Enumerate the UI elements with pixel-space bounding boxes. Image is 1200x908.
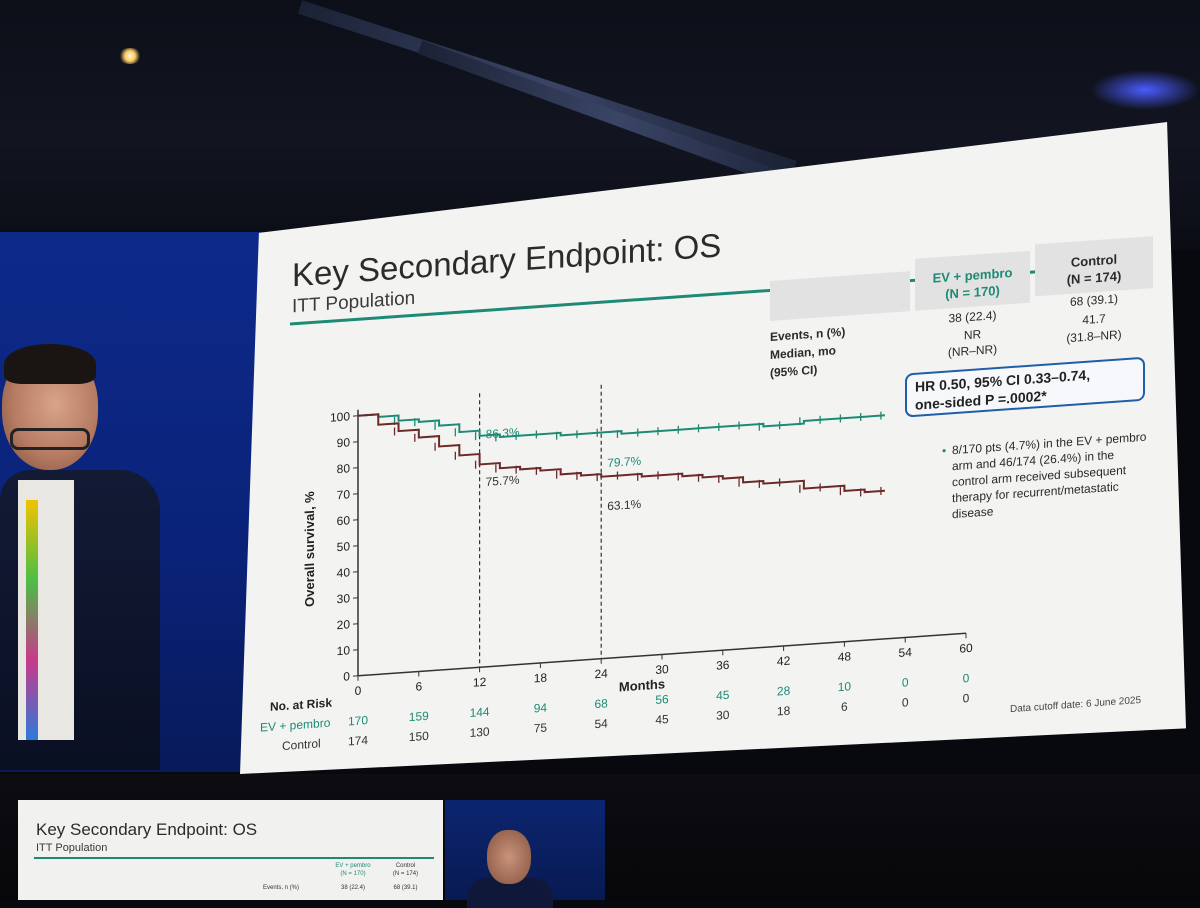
mini-events-ev: 38 (22.4) [328, 884, 378, 892]
risk-row-value: 0 [893, 693, 917, 713]
y-tick-label: 10 [337, 643, 351, 658]
risk-row-value: 0 [954, 688, 978, 708]
risk-row-value: 18 [772, 701, 796, 721]
mini-col-ev: EV + pembro (N = 170) [328, 862, 378, 878]
risk-row-value: 10 [832, 677, 856, 697]
y-tick-label: 60 [337, 513, 351, 528]
mini-title-rule [34, 857, 434, 859]
risk-row-label: Control [282, 734, 321, 755]
mini-col-control: Control (N = 174) [383, 862, 428, 878]
confidence-monitor-video [445, 800, 605, 900]
risk-row-value: 6 [832, 697, 856, 717]
mini-col-ev-label: EV + pembro [328, 862, 378, 870]
mini-events-label: Events, n (%) [263, 884, 323, 892]
y-tick-label: 0 [343, 669, 350, 683]
risk-row-value: 0 [893, 673, 917, 693]
confidence-monitor-slide: Key Secondary Endpoint: OS ITT Populatio… [18, 800, 443, 900]
y-tick-label: 70 [337, 487, 351, 502]
y-axis-title: Overall survival, % [302, 490, 317, 607]
x-tick-label: 54 [899, 645, 913, 660]
risk-row-value: 54 [589, 714, 613, 734]
speaker-lanyard [26, 500, 38, 740]
x-tick-label: 42 [777, 654, 791, 669]
ev-pembro-survival-curve [358, 379, 885, 455]
x-tick-label: 0 [355, 684, 362, 698]
risk-row-value: 75 [528, 718, 552, 738]
risk-row-value: 150 [407, 727, 431, 747]
main-projection-screen: Key Secondary Endpoint: OS ITT Populatio… [240, 122, 1186, 774]
survival-annotation: 86.3% [486, 425, 520, 441]
y-tick-label: 90 [337, 435, 351, 450]
y-tick-label: 20 [337, 617, 351, 632]
risk-row-value: 30 [711, 705, 735, 725]
risk-row-value: 68 [589, 694, 613, 714]
survival-annotation: 75.7% [486, 473, 520, 489]
risk-row-value: 45 [711, 685, 735, 705]
survival-annotation: 63.1% [607, 497, 641, 513]
mini-slide-title: Key Secondary Endpoint: OS [36, 820, 257, 840]
survival-annotation: 79.7% [607, 454, 641, 470]
x-tick-label: 18 [534, 671, 548, 686]
speaker-glasses [10, 428, 90, 450]
risk-row-value: 174 [346, 731, 370, 751]
speaker-video [0, 330, 200, 760]
risk-row-value: 144 [468, 702, 492, 722]
risk-row-value: 56 [650, 690, 674, 710]
y-tick-label: 80 [337, 461, 351, 476]
x-tick-label: 48 [838, 649, 852, 664]
y-tick-label: 40 [337, 565, 351, 580]
mini-events-control: 68 (39.1) [383, 884, 428, 892]
risk-row-value: 94 [528, 698, 552, 718]
mini-col-control-label: Control [383, 862, 428, 870]
x-tick-label: 6 [415, 679, 422, 693]
mini-speaker-head [487, 830, 531, 884]
x-tick-label: 12 [473, 675, 487, 690]
y-tick-label: 30 [337, 591, 351, 606]
mini-col-ev-n: (N = 170) [328, 870, 378, 878]
y-tick-label: 50 [337, 539, 351, 554]
risk-row-value: 0 [954, 668, 978, 688]
x-tick-label: 60 [959, 641, 973, 656]
y-tick-label: 100 [330, 409, 350, 424]
mini-col-control-n: (N = 174) [383, 870, 428, 878]
stage-blue-light [1090, 70, 1200, 110]
risk-row-value: 130 [468, 722, 492, 742]
ceiling-light [118, 48, 142, 64]
x-tick-label: 24 [595, 666, 609, 681]
speaker-hair [4, 344, 96, 384]
x-tick-label: 36 [716, 658, 730, 673]
x-tick-label: 30 [655, 662, 669, 677]
risk-row-value: 170 [346, 711, 370, 731]
risk-row-value: 45 [650, 710, 674, 730]
risk-row-value: 28 [772, 681, 796, 701]
risk-row-value: 159 [407, 707, 431, 727]
mini-slide-subtitle: ITT Population [36, 842, 107, 854]
